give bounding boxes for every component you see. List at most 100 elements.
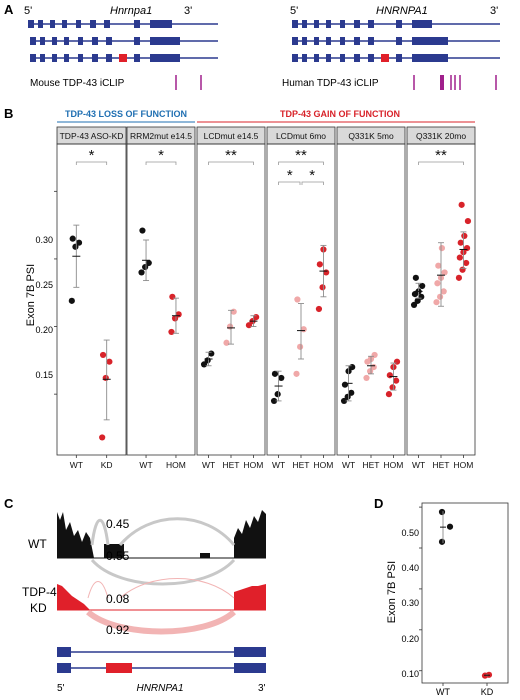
- facet: RRM2mut e14.5 WT HOM *: [126, 126, 196, 470]
- facet-title: LCDmut e14.5: [204, 131, 259, 141]
- group-wt: WT: [138, 227, 153, 470]
- x-tick-label: HOM: [244, 460, 264, 470]
- x-tick-label: HET: [433, 460, 450, 470]
- significance-bracket: [145, 161, 177, 165]
- data-point: [102, 374, 109, 382]
- mouse-three-prime: 3': [184, 5, 192, 17]
- group-wt: [438, 508, 454, 686]
- data-point: [457, 239, 464, 246]
- data-point: [75, 239, 83, 246]
- panel-b: B TDP-43 LOSS OF FUNCTION TDP-43 GAIN OF…: [4, 106, 476, 470]
- data-point: [319, 284, 326, 291]
- mouse-five-prime: 5': [24, 5, 32, 17]
- loss-of-function-header: TDP-43 LOSS OF FUNCTION: [65, 109, 187, 119]
- y-tick-label: 0.10: [401, 669, 419, 679]
- facet: Q331K 5mo WT HET HOM: [336, 126, 406, 470]
- data-point: [386, 372, 393, 379]
- group-hom: HOM: [244, 313, 264, 470]
- data-point: [412, 274, 419, 281]
- data-point: [315, 305, 323, 313]
- mouse-iclip-label: Mouse TDP-43 iCLIP: [30, 78, 125, 89]
- x-tick-label: WT: [272, 460, 285, 470]
- data-point: [270, 397, 278, 405]
- data-point: [433, 299, 440, 306]
- data-point: [293, 370, 300, 377]
- kd-inclusion-arc-left: [87, 581, 109, 599]
- data-point: [463, 259, 470, 267]
- panel-d-letter: D: [374, 496, 383, 511]
- data-point: [139, 227, 146, 234]
- x-tick-label: WT: [70, 460, 83, 470]
- group-kd: KD: [99, 339, 113, 470]
- wt-sashimi-track: WT 0.45 0.55: [28, 510, 266, 586]
- kd-inclusion-value: 0.08: [106, 592, 130, 606]
- x-tick-label: WT: [412, 460, 425, 470]
- data-point: [438, 245, 445, 252]
- data-point: [294, 296, 301, 303]
- human-exon-7b: [381, 54, 389, 62]
- data-point: [253, 313, 260, 321]
- panel-a-letter: A: [4, 2, 14, 17]
- data-point: [441, 269, 448, 276]
- data-point: [68, 297, 75, 304]
- y-tick-label: 0.20: [35, 325, 53, 335]
- data-point: [271, 370, 279, 377]
- y-tick-label: 0.30: [35, 235, 53, 245]
- facet: LCDmut e14.5 WT HET HOM **: [196, 126, 266, 470]
- facet-title: Q331K 20mo: [416, 131, 466, 141]
- facet-border: [266, 143, 336, 456]
- data-point: [459, 266, 466, 273]
- gene-five-prime: 5': [57, 683, 65, 694]
- facet: TDP-43 ASO-KD WT KD *: [54, 126, 127, 470]
- data-point: [385, 391, 393, 398]
- panel-b-y-label: Exon 7B PSI: [25, 264, 37, 326]
- data-point: [72, 243, 79, 250]
- mouse-transcript-2: [30, 37, 218, 45]
- kd-coverage: [57, 584, 266, 610]
- x-tick-label: WT: [139, 460, 152, 470]
- group-wt: WT: [68, 224, 83, 470]
- data-point: [455, 274, 463, 281]
- significance-label: *: [287, 167, 293, 184]
- wt-coverage: [57, 510, 266, 558]
- facet-border: [56, 143, 127, 456]
- data-point: [316, 261, 323, 268]
- human-transcript-2: [292, 37, 500, 45]
- data-point: [323, 269, 330, 276]
- data-point: [230, 308, 237, 315]
- data-point: [464, 217, 472, 225]
- group-wt: WT: [340, 364, 356, 470]
- wt-track-label: WT: [28, 537, 47, 551]
- data-point: [458, 201, 465, 208]
- kd-inclusion-arc-right: [119, 578, 235, 599]
- significance-bracket: [75, 161, 108, 165]
- x-tick-label: HOM: [384, 460, 404, 470]
- kd-track-label-line2: KD: [30, 601, 47, 615]
- data-point: [434, 280, 441, 287]
- data-point: [168, 328, 175, 336]
- x-tick-label: HET: [223, 460, 240, 470]
- data-point: [99, 351, 107, 359]
- wt-inclusion-arc-left: [90, 519, 110, 546]
- data-point: [300, 326, 307, 333]
- human-transcript-3: [292, 54, 500, 62]
- data-point: [393, 377, 400, 384]
- mouse-transcript-1: [28, 20, 218, 28]
- data-point: [349, 364, 356, 371]
- plot-border: [421, 502, 509, 684]
- data-point: [410, 301, 418, 309]
- data-point: [367, 368, 374, 375]
- x-tick-label: KD: [481, 687, 494, 697]
- human-gene-name: HNRNPA1: [376, 5, 428, 17]
- human-transcript-1: [292, 20, 500, 28]
- human-iclip-label: Human TDP-43 iCLIP: [282, 78, 379, 89]
- facet-border: [196, 143, 266, 456]
- significance-bracket: [278, 181, 301, 185]
- x-tick-label: HET: [293, 460, 310, 470]
- data-point: [370, 364, 377, 371]
- significance-label: **: [295, 147, 307, 164]
- group-hom: HOM: [384, 358, 404, 470]
- data-point: [363, 374, 370, 382]
